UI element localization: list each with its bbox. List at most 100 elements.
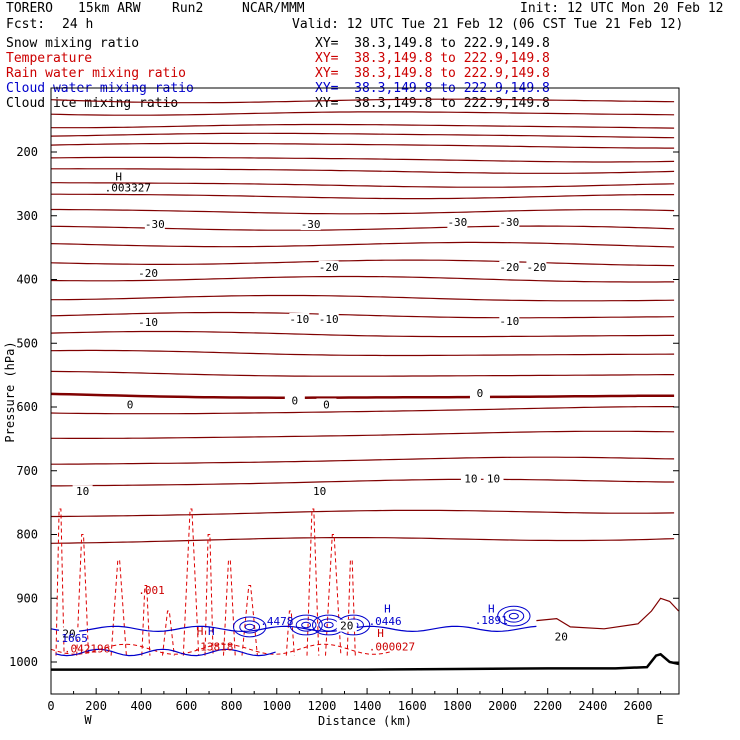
plot-frame <box>50 87 680 695</box>
x-tick-label: 800 <box>221 699 243 713</box>
x-tick-label: 2600 <box>624 699 653 713</box>
y-tick-label: 500 <box>16 336 38 350</box>
isotherm-line <box>50 259 675 267</box>
cloud-water-cell <box>295 618 317 632</box>
temperature-label: 10 <box>464 472 477 485</box>
rain-contour <box>204 534 214 656</box>
y-axis-label: Pressure (hPa) <box>3 341 17 442</box>
temperature-label: -10 <box>499 315 519 328</box>
rain-contour <box>241 585 258 656</box>
label-bg <box>469 386 490 399</box>
y-tick-label: 700 <box>16 464 38 478</box>
field-name-snow: Snow mixing ratio <box>6 36 140 51</box>
x-tick-label: 1000 <box>262 699 291 713</box>
org-label: NCAR/MMM <box>242 1 305 16</box>
label-bg <box>499 260 520 273</box>
label-bg <box>309 485 330 498</box>
y-tick-label: 900 <box>16 591 38 605</box>
isotherm-line <box>51 509 675 518</box>
extremum-label: H <box>377 627 384 640</box>
extremum-label: .1665 <box>55 632 88 645</box>
isotherm-line <box>50 275 675 283</box>
isotherm-line <box>51 456 675 465</box>
label-bg <box>144 218 165 231</box>
temperature-label: -30 <box>145 218 165 231</box>
temperature-label: -20 <box>319 261 339 274</box>
x-tick-label: 1600 <box>398 699 427 713</box>
isotherm-line <box>51 294 675 302</box>
cloud-water-cell <box>289 614 323 636</box>
isotherm-line <box>50 406 675 415</box>
fcst-label: Fcst: <box>6 17 46 32</box>
isotherm-line <box>50 349 675 357</box>
x-tick-label: 2000 <box>488 699 517 713</box>
extremum-label: .000027 <box>369 641 415 654</box>
temperature-label: -20 <box>138 267 158 280</box>
west-label: W <box>84 713 92 727</box>
isotherm-line <box>50 536 675 544</box>
extremum-label: .003327 <box>105 182 151 195</box>
isotherm-20-line <box>536 597 680 630</box>
rain-band <box>50 643 390 655</box>
terrain-line <box>51 652 679 671</box>
model-name: TORERO <box>6 1 53 16</box>
label-bg <box>284 394 305 407</box>
label-bg <box>138 267 159 280</box>
contour-labels: -30 -30 -30 -30 -20 -20 -20 -20 -10 -10 -10 -10 0 0 0 0… <box>55 171 572 655</box>
x-tick-label: 0 <box>47 699 54 713</box>
temperature-label: 10 <box>487 472 500 485</box>
extremum-label: .1891 <box>475 614 508 627</box>
field-name-rain: Rain water mixing ratio <box>6 66 187 81</box>
isotherm-line <box>50 132 675 139</box>
resolution-label: 15km ARW <box>78 1 141 16</box>
init-label: Init: 12 UTC Mon 20 Feb 12 <box>520 1 724 16</box>
isotherm-line <box>51 208 675 215</box>
cloud-water-cell <box>244 623 255 631</box>
x-axis-label: Distance (km) <box>318 714 412 728</box>
temperature-label: -30 <box>447 216 467 229</box>
label-bg <box>318 260 339 273</box>
cloud-water-cell <box>239 620 261 634</box>
isotherm-line <box>51 168 675 174</box>
label-bg <box>460 472 481 485</box>
cloud-water-cell <box>318 618 340 632</box>
field-xy-temperature: XY= 38.3,149.8 to 222.9,149.8 <box>315 51 550 66</box>
rain-contour <box>110 559 127 656</box>
extremum-label: H <box>488 602 495 615</box>
cloud-water-cell <box>232 616 267 638</box>
isotherm-line <box>51 123 675 129</box>
isotherm-line <box>50 98 675 104</box>
temperature-label: -20 <box>499 261 519 274</box>
extremum-label: H <box>384 602 391 615</box>
x-tick-label: 2200 <box>533 699 562 713</box>
isotherm-line <box>51 478 675 487</box>
y-tick-label: 200 <box>16 145 38 159</box>
field-name-cloud-ice: Cloud ice mixing ratio <box>6 96 179 111</box>
extremum-label: H <box>115 171 122 184</box>
temperature-label: 20 <box>62 627 75 640</box>
label-bg <box>526 260 547 273</box>
temperature-isotherms <box>50 98 680 630</box>
isotherm-line <box>50 311 675 319</box>
label-bg <box>318 313 339 326</box>
extremum-label: .13818 <box>194 641 234 654</box>
isotherm-line <box>50 370 675 377</box>
label-bg <box>72 485 93 498</box>
rain-contour <box>55 508 65 656</box>
extremum-label: .4478 <box>260 615 293 628</box>
valid-label: Valid: 12 UTC Tue 21 Feb 12 (06 CST Tue … <box>292 17 684 32</box>
label-bg <box>483 472 504 485</box>
isotherm-line <box>51 430 675 439</box>
extremum-label: .0446 <box>369 615 402 628</box>
label-bg <box>59 627 80 640</box>
isotherm-line <box>51 182 675 188</box>
x-tick-label: 1200 <box>307 699 336 713</box>
extremum-label: .042196 <box>64 642 110 655</box>
temperature-label: -10 <box>138 316 158 329</box>
rain-contour <box>306 508 320 656</box>
temperature-label: 0 <box>127 398 134 411</box>
rain-contour <box>346 559 356 656</box>
isotherm-line <box>50 111 675 116</box>
